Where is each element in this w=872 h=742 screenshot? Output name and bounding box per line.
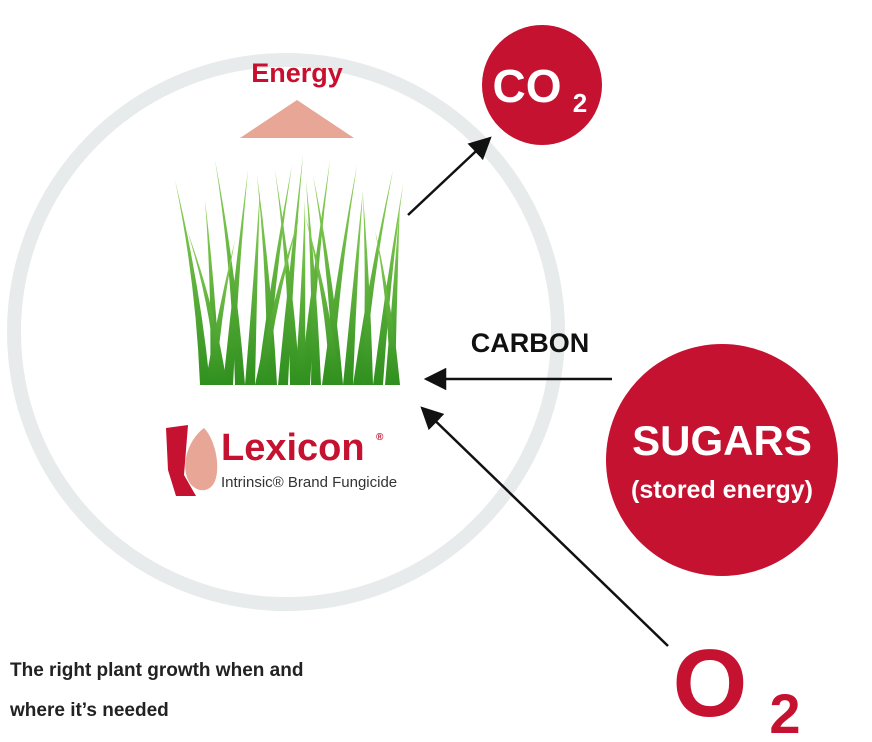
logo-mark	[166, 425, 217, 496]
caption-line: where it’s needed	[9, 700, 169, 721]
logo-registered: ®	[376, 432, 384, 443]
page: Energy CO 2 CARBON SUGARS (stored energy…	[0, 0, 872, 742]
grass	[175, 155, 403, 385]
arrow-to-co2	[408, 138, 490, 215]
logo-name: Lexicon	[221, 427, 365, 469]
energy-triangle	[240, 100, 354, 138]
carbon-label: CARBON	[471, 328, 590, 358]
logo-tagline: Intrinsic® Brand Fungicide	[221, 474, 397, 491]
o2-subscript: 2	[769, 682, 800, 742]
grass-blade	[175, 180, 210, 385]
co2-subscript: 2	[573, 88, 587, 118]
grass-blade	[245, 190, 260, 385]
grass-blade	[353, 170, 393, 385]
sugars-subtitle: (stored energy)	[631, 476, 813, 504]
co2-text: CO	[493, 60, 562, 112]
sugars-title: SUGARS	[632, 417, 812, 464]
o2-text: O	[673, 630, 748, 737]
caption-line: The right plant growth when and	[10, 660, 303, 681]
diagram: Energy CO 2 CARBON SUGARS (stored energy…	[0, 0, 872, 742]
energy-label: Energy	[251, 58, 343, 88]
